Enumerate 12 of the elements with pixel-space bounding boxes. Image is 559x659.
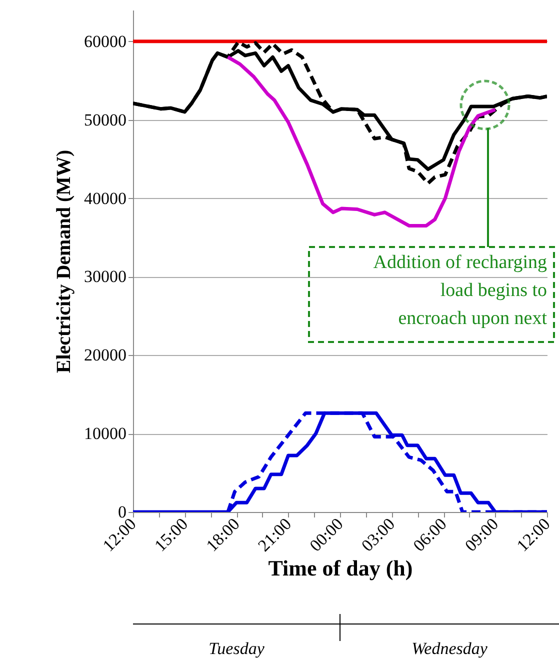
x-axis-title: Time of day (h): [268, 556, 413, 581]
y-tick-label: 20000: [84, 346, 126, 365]
text: Tuesday: [208, 639, 265, 658]
y-tick-label: 50000: [84, 110, 126, 130]
y-tick-label: 40000: [84, 188, 126, 208]
text: Wednesday: [412, 639, 488, 658]
y-tick-label: 10000: [84, 424, 126, 444]
y-tick-label: 60000: [84, 32, 126, 51]
y-tick-label: 30000: [84, 267, 126, 286]
annotation: Addition of recharging load begins to encroach upon next: [373, 252, 548, 329]
y-axis-title: Electricity Demand (MW): [53, 150, 75, 374]
y-tick-label: 0: [118, 502, 126, 522]
